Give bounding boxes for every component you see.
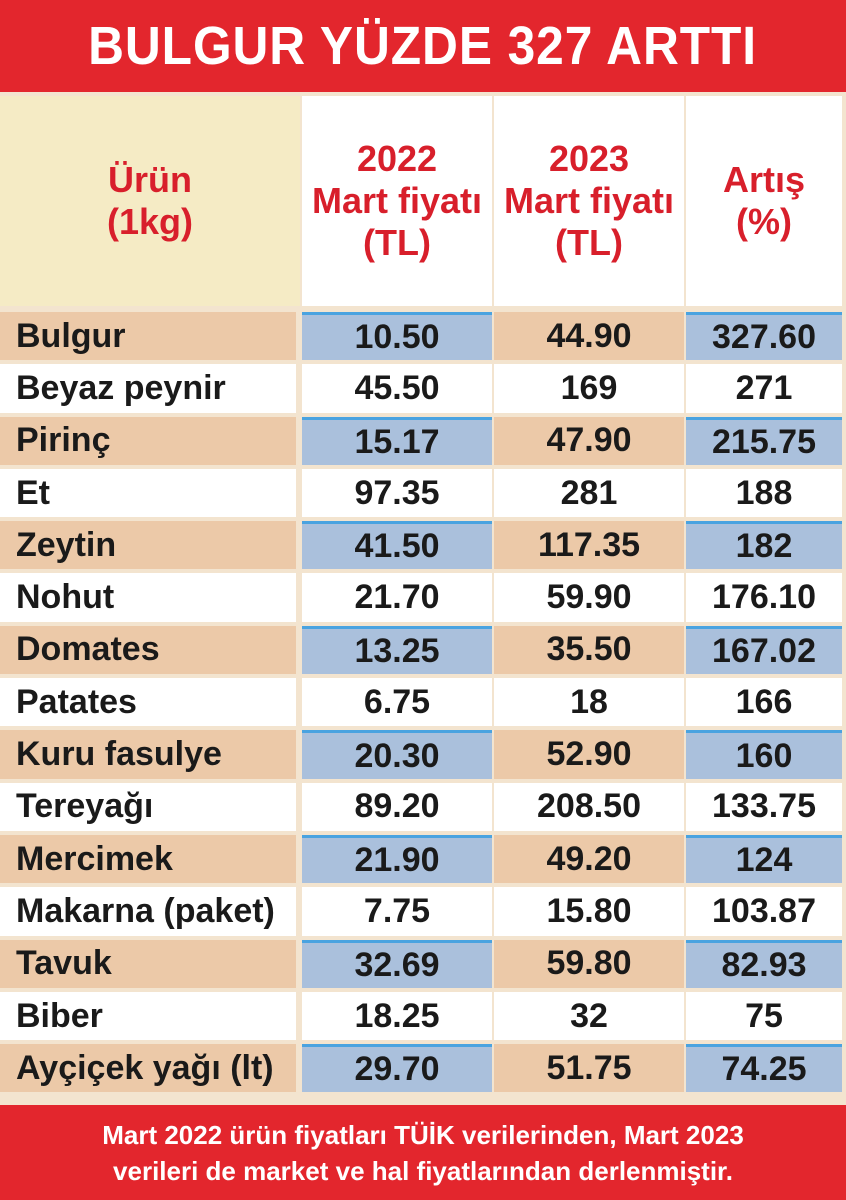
table-body: Bulgur 10.50 44.90 327.60 Beyaz peynir 45.50 1… (0, 310, 846, 1094)
price-2023-cell: 59.90 (494, 573, 684, 622)
price-2022-cell: 10.50 (302, 312, 492, 361)
page-title: BULGUR YÜZDE 327 ARTTI (88, 16, 758, 76)
increase-cell: 103.87 (686, 887, 842, 936)
price-2022-cell: 29.70 (302, 1044, 492, 1093)
increase-cell: 160 (686, 730, 842, 779)
price-2023-cell: 281 (494, 468, 684, 518)
header-product-line: Ürün (107, 159, 192, 200)
header-increase-line: (%) (736, 201, 792, 242)
price-2023-cell: 117.35 (494, 521, 684, 570)
product-name-cell: Bulgur (0, 312, 296, 361)
source-note-line: verileri de market ve hal fiyatlarından … (113, 1155, 733, 1186)
table-row: Tereyağı 89.20 208.50 133.75 (0, 781, 846, 833)
header-2022-price: 2022 Mart fiyatı (TL) (302, 96, 492, 306)
product-name-cell: Pirinç (0, 416, 296, 465)
source-note: Mart 2022 ürün fiyatları TÜİK verilerind… (0, 1105, 846, 1200)
table-row: Ayçiçek yağı (lt) 29.70 51.75 74.25 (0, 1042, 846, 1094)
header-2023-price: 2023 Mart fiyatı (TL) (494, 96, 684, 306)
increase-cell: 182 (686, 521, 842, 570)
increase-cell: 327.60 (686, 312, 842, 361)
table-header: Ürün (1kg) 2022 Mart fiyatı (TL) 2023 Ma… (0, 92, 846, 310)
table-row: Nohut 21.70 59.90 176.10 (0, 571, 846, 623)
header-2023-line: (TL) (555, 222, 623, 263)
price-2023-cell: 44.90 (494, 312, 684, 361)
price-2022-cell: 21.70 (302, 573, 492, 622)
increase-cell: 133.75 (686, 782, 842, 831)
header-2022-line: Mart fiyatı (311, 180, 483, 221)
increase-cell: 167.02 (686, 625, 842, 675)
price-2022-cell: 97.35 (302, 468, 492, 518)
price-2022-cell: 6.75 (302, 678, 492, 727)
product-name-cell: Zeytin (0, 521, 296, 570)
increase-cell: 166 (686, 678, 842, 727)
price-2023-cell: 47.90 (494, 416, 684, 465)
product-name-cell: Nohut (0, 573, 296, 622)
increase-cell: 82.93 (686, 939, 842, 988)
price-2022-cell: 45.50 (302, 364, 492, 413)
price-2022-cell: 21.90 (302, 834, 492, 884)
table-row: Domates 13.25 35.50 167.02 (0, 624, 846, 676)
product-name-cell: Ayçiçek yağı (lt) (0, 1044, 296, 1093)
price-2022-cell: 20.30 (302, 730, 492, 779)
header-2022-line: (TL) (363, 222, 431, 263)
header-product: Ürün (1kg) (0, 96, 300, 306)
source-note-line: Mart 2022 ürün fiyatları TÜİK verilerind… (102, 1119, 744, 1150)
table-row: Beyaz peynir 45.50 169 271 (0, 362, 846, 414)
table-row: Makarna (paket) 7.75 15.80 103.87 (0, 885, 846, 937)
product-name-cell: Kuru fasulye (0, 730, 296, 779)
table-row: Et 97.35 281 188 (0, 467, 846, 519)
increase-cell: 176.10 (686, 573, 842, 622)
table-row: Patates 6.75 18 166 (0, 676, 846, 728)
increase-cell: 215.75 (686, 416, 842, 465)
header-2023-line: 2023 (548, 138, 630, 179)
header-increase-line: Artış (722, 159, 806, 200)
price-2022-cell: 7.75 (302, 887, 492, 936)
price-2023-cell: 32 (494, 991, 684, 1041)
price-2022-cell: 18.25 (302, 991, 492, 1041)
product-name-cell: Tavuk (0, 939, 296, 988)
product-name-cell: Patates (0, 678, 296, 727)
price-2023-cell: 52.90 (494, 730, 684, 779)
table-row: Biber 18.25 32 75 (0, 990, 846, 1042)
price-2023-cell: 59.80 (494, 939, 684, 988)
price-2023-cell: 35.50 (494, 625, 684, 675)
table-row: Zeytin 41.50 117.35 182 (0, 519, 846, 571)
increase-cell: 271 (686, 364, 842, 413)
price-2023-cell: 51.75 (494, 1044, 684, 1093)
increase-cell: 188 (686, 468, 842, 518)
table-row: Mercimek 21.90 49.20 124 (0, 833, 846, 885)
table-row: Kuru fasulye 20.30 52.90 160 (0, 728, 846, 780)
increase-cell: 75 (686, 991, 842, 1041)
product-name-cell: Domates (0, 625, 296, 675)
product-name-cell: Biber (0, 991, 296, 1041)
price-2023-cell: 49.20 (494, 834, 684, 884)
header-2023-line: Mart fiyatı (503, 180, 675, 221)
title-banner: BULGUR YÜZDE 327 ARTTI (0, 0, 846, 92)
table-row: Bulgur 10.50 44.90 327.60 (0, 310, 846, 362)
price-2023-cell: 208.50 (494, 782, 684, 831)
price-2023-cell: 18 (494, 678, 684, 727)
price-2022-cell: 41.50 (302, 521, 492, 570)
product-name-cell: Tereyağı (0, 782, 296, 831)
price-2023-cell: 15.80 (494, 887, 684, 936)
header-increase: Artış (%) (686, 96, 842, 306)
product-name-cell: Et (0, 468, 296, 518)
product-name-cell: Beyaz peynir (0, 364, 296, 413)
product-name-cell: Makarna (paket) (0, 887, 296, 936)
price-table: Ürün (1kg) 2022 Mart fiyatı (TL) 2023 Ma… (0, 92, 846, 1105)
header-product-line: (1kg) (106, 201, 193, 242)
product-name-cell: Mercimek (0, 834, 296, 884)
table-row: Pirinç 15.17 47.90 215.75 (0, 415, 846, 467)
price-2022-cell: 13.25 (302, 625, 492, 675)
increase-cell: 74.25 (686, 1044, 842, 1093)
price-2023-cell: 169 (494, 364, 684, 413)
increase-cell: 124 (686, 834, 842, 884)
table-row: Tavuk 32.69 59.80 82.93 (0, 938, 846, 990)
price-2022-cell: 32.69 (302, 939, 492, 988)
price-2022-cell: 89.20 (302, 782, 492, 831)
price-2022-cell: 15.17 (302, 416, 492, 465)
header-2022-line: 2022 (356, 138, 438, 179)
